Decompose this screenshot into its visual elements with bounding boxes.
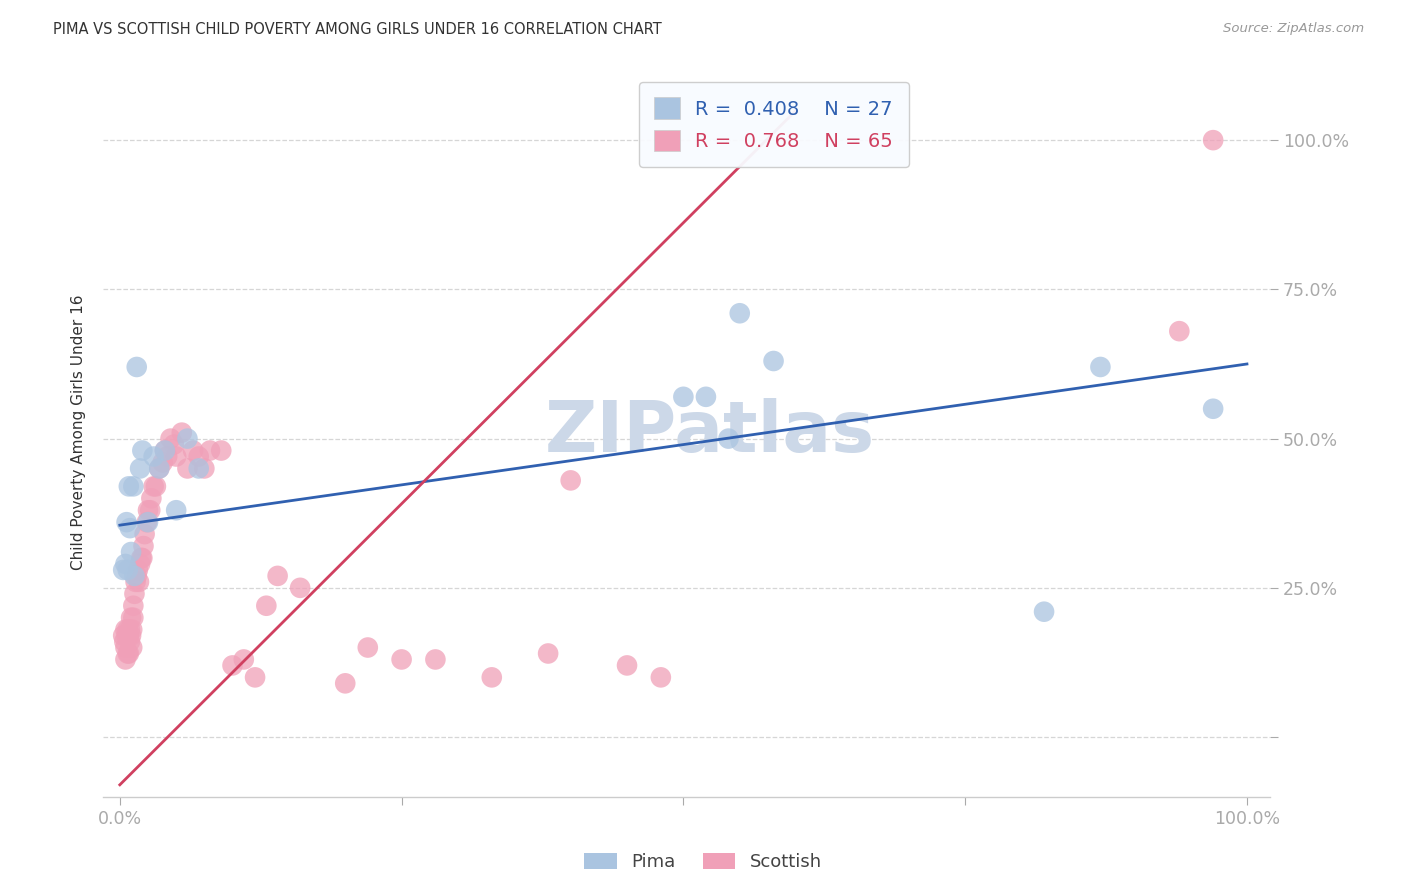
Point [131,443,153,458]
Point [728,306,751,320]
Point [136,503,159,517]
Point [187,450,209,464]
Point [129,557,152,571]
Point [425,652,447,666]
Point [115,629,138,643]
Point [243,670,266,684]
Point [118,629,141,643]
Point [170,425,193,440]
Point [120,629,142,643]
Point [125,569,148,583]
Point [288,581,311,595]
Point [122,479,145,493]
Point [145,479,167,493]
Point [357,640,380,655]
Point [122,599,145,613]
Point [129,461,152,475]
Point [115,515,138,529]
Point [118,521,141,535]
Point [193,461,215,475]
Point [159,432,181,446]
Point [198,443,221,458]
Point [122,610,145,624]
Point [181,443,204,458]
Point [152,455,174,469]
Point [112,634,135,648]
Point [118,623,141,637]
Text: PIMA VS SCOTTISH CHILD POVERTY AMONG GIRLS UNDER 16 CORRELATION CHART: PIMA VS SCOTTISH CHILD POVERTY AMONG GIR… [53,22,662,37]
Point [650,670,672,684]
Point [117,647,139,661]
Point [141,491,163,506]
Legend: R =  0.408    N = 27, R =  0.768    N = 65: R = 0.408 N = 27, R = 0.768 N = 65 [638,82,908,167]
Point [672,390,695,404]
Point [156,450,179,464]
Point [124,587,146,601]
Point [163,437,186,451]
Point [114,623,136,637]
Point [1202,133,1225,147]
Point [1168,324,1191,338]
Point [121,623,143,637]
Point [762,354,785,368]
Point [176,432,198,446]
Point [136,515,159,529]
Point [187,461,209,475]
Point [153,443,176,458]
Point [121,640,143,655]
Point [125,359,148,374]
Point [1033,605,1056,619]
Point [129,551,152,566]
Point [148,461,170,475]
Point [124,574,146,589]
Point [717,432,740,446]
Point [165,503,187,517]
Point [391,652,413,666]
Point [118,634,141,648]
Point [266,569,288,583]
Point [148,461,170,475]
Y-axis label: Child Poverty Among Girls Under 16: Child Poverty Among Girls Under 16 [72,295,86,570]
Point [117,623,139,637]
Point [114,652,136,666]
Text: Source: ZipAtlas.com: Source: ZipAtlas.com [1223,22,1364,36]
Text: ZIPatlas: ZIPatlas [544,398,875,467]
Point [132,539,155,553]
Legend: Pima, Scottish: Pima, Scottish [576,846,830,879]
Point [176,461,198,475]
Point [616,658,638,673]
Point [118,479,141,493]
Point [117,563,139,577]
Point [128,574,150,589]
Point [131,551,153,566]
Point [254,599,277,613]
Point [165,450,187,464]
Point [560,474,582,488]
Point [481,670,503,684]
Point [134,527,156,541]
Point [232,652,254,666]
Point [142,479,165,493]
Point [695,390,717,404]
Point [114,640,136,655]
Point [221,658,243,673]
Point [112,563,135,577]
Point [124,569,146,583]
Point [335,676,357,690]
Point [118,647,141,661]
Point [1202,401,1225,416]
Point [135,515,157,529]
Point [142,450,165,464]
Point [112,629,135,643]
Point [127,563,149,577]
Point [537,647,560,661]
Point [120,610,142,624]
Point [1090,359,1112,374]
Point [114,557,136,571]
Point [139,503,162,517]
Point [120,545,142,559]
Point [153,443,176,458]
Point [209,443,232,458]
